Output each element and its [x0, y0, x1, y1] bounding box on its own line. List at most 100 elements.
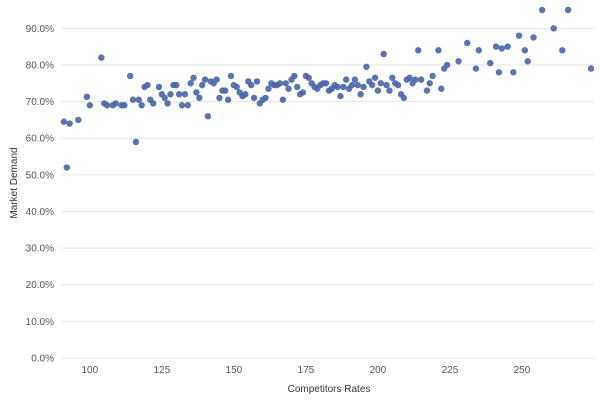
data-point: [305, 74, 312, 81]
data-point: [438, 85, 445, 92]
data-point: [135, 96, 142, 103]
data-point: [521, 47, 529, 54]
data-point: [423, 87, 431, 94]
y-tick-label: 10.0%: [26, 317, 54, 328]
data-point: [167, 91, 174, 98]
data-point: [83, 93, 91, 101]
data-point: [510, 69, 517, 76]
data-point: [394, 81, 402, 89]
data-point: [250, 94, 258, 102]
data-point: [564, 6, 572, 14]
data-point: [389, 74, 396, 81]
data-point: [213, 76, 220, 83]
data-point: [406, 74, 413, 81]
data-point: [334, 83, 341, 91]
data-point: [371, 74, 379, 81]
data-point: [348, 81, 356, 89]
x-axis-ticks: 100 125 150 175 200 225 250: [81, 365, 530, 376]
data-point: [357, 91, 364, 98]
data-point: [415, 47, 422, 54]
data-point: [66, 120, 73, 127]
data-point: [204, 113, 212, 120]
data-point: [429, 72, 436, 80]
data-point: [464, 39, 471, 47]
data-point: [455, 58, 462, 65]
data-point: [138, 102, 145, 109]
data-point: [504, 43, 511, 50]
data-point: [253, 78, 261, 85]
data-point: [492, 43, 500, 50]
y-tick-label: 0.0%: [31, 354, 54, 365]
data-point: [354, 81, 361, 89]
data-point: [475, 47, 482, 54]
data-point: [538, 6, 546, 14]
y-tick-label: 90.0%: [26, 24, 54, 35]
data-point: [426, 80, 433, 87]
data-point: [178, 102, 186, 109]
y-tick-label: 80.0%: [26, 60, 54, 71]
data-points: [60, 6, 595, 171]
data-point: [550, 25, 557, 32]
data-point: [175, 91, 183, 98]
x-tick-label: 125: [153, 365, 170, 376]
data-point: [63, 164, 70, 171]
y-axis-ticks: 0.0% 10.0% 20.0% 30.0% 40.0% 50.0% 60.0% 70.0% 8…: [26, 24, 54, 365]
y-tick-label: 70.0%: [26, 97, 54, 108]
data-point: [559, 47, 566, 54]
data-point: [285, 85, 292, 92]
data-point: [265, 85, 272, 92]
data-point: [144, 81, 151, 89]
data-point: [132, 138, 140, 146]
data-point: [276, 80, 284, 87]
data-point: [247, 81, 255, 89]
data-point: [530, 34, 537, 41]
data-point: [279, 96, 287, 103]
x-tick-label: 175: [298, 365, 315, 376]
data-point: [495, 69, 503, 76]
data-point: [322, 80, 330, 87]
data-point: [340, 83, 347, 91]
data-point: [222, 87, 229, 94]
data-point: [103, 102, 111, 109]
data-point: [515, 32, 523, 39]
data-point: [181, 91, 189, 98]
data-point: [487, 59, 494, 67]
data-point: [184, 102, 191, 109]
data-point: [224, 96, 232, 103]
gridlines: [61, 27, 594, 359]
data-point: [262, 94, 269, 102]
data-point: [386, 87, 393, 94]
data-point: [380, 50, 387, 58]
data-point: [60, 118, 68, 125]
data-point: [112, 100, 119, 107]
data-point: [368, 81, 376, 89]
data-point: [351, 76, 359, 83]
x-axis-title: Competitors Rates: [288, 384, 371, 395]
data-point: [400, 94, 408, 102]
data-point: [363, 63, 370, 70]
data-point: [164, 100, 171, 107]
data-point: [524, 58, 531, 65]
x-tick-label: 200: [370, 365, 387, 376]
data-point: [227, 72, 235, 80]
data-point: [173, 81, 180, 89]
data-point: [149, 100, 157, 107]
data-point: [412, 76, 419, 83]
data-point: [383, 81, 390, 89]
data-point: [282, 80, 289, 87]
data-point: [86, 102, 94, 109]
data-point: [121, 102, 128, 109]
data-point: [242, 91, 249, 98]
data-point: [294, 83, 301, 91]
data-point: [374, 87, 382, 94]
data-point: [472, 65, 480, 72]
data-point: [193, 89, 200, 96]
data-point: [360, 83, 367, 91]
y-tick-label: 20.0%: [26, 280, 54, 291]
data-point: [299, 89, 307, 96]
data-point: [201, 76, 209, 83]
y-axis-title: Market Demand: [9, 147, 20, 218]
data-point: [126, 72, 134, 80]
data-point: [216, 94, 223, 102]
y-tick-label: 30.0%: [26, 244, 54, 255]
